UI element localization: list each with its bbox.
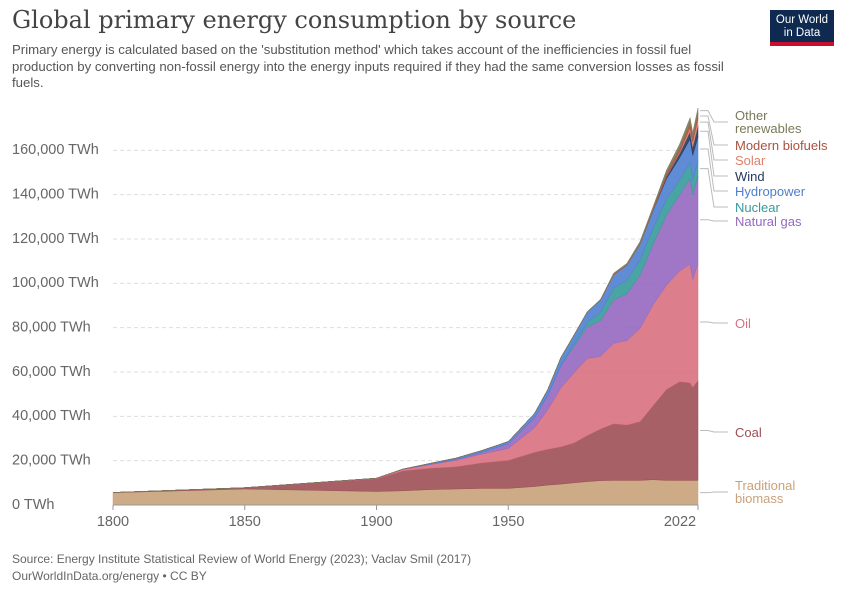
source: Source: Energy Institute Statistical Rev… (12, 552, 472, 566)
legend-label[interactable]: Coal (735, 424, 762, 440)
leader-line (700, 148, 728, 192)
leader-line (700, 219, 728, 222)
x-tick-label: 2022 (664, 514, 696, 530)
legend-label[interactable]: Modern biofuels (735, 137, 828, 153)
leader-line (700, 130, 728, 177)
y-tick-label: 140,000 TWh (12, 186, 99, 202)
legend-label[interactable]: Oil (735, 315, 751, 331)
license[interactable]: OurWorldInData.org/energy • CC BY (12, 569, 207, 583)
y-tick-label: 80,000 TWh (12, 319, 91, 335)
legend-label[interactable]: Traditional biomass (735, 478, 796, 506)
y-tick-label: 100,000 TWh (12, 275, 99, 291)
y-tick-label: 160,000 TWh (12, 142, 99, 158)
leader-line (700, 321, 728, 324)
x-tick-label: 1800 (97, 514, 129, 530)
y-tick-label: 120,000 TWh (12, 231, 99, 247)
logo[interactable]: Our World in Data (770, 10, 834, 46)
legend-label[interactable]: Solar (735, 152, 766, 168)
y-tick-label: 60,000 TWh (12, 364, 91, 380)
legend-label[interactable]: Other renewables (735, 108, 802, 136)
subtitle: Primary energy is calculated based on th… (12, 42, 724, 90)
legend-label[interactable]: Nuclear (735, 199, 780, 215)
leader-line (700, 121, 728, 161)
leader-line (700, 491, 728, 494)
leader-line (700, 110, 728, 123)
y-tick-label: 40,000 TWh (12, 408, 91, 424)
legend-label[interactable]: Natural gas (735, 213, 802, 229)
title: Global primary energy consumption by sou… (12, 6, 577, 34)
x-tick-label: 1850 (229, 514, 261, 530)
x-tick-label: 1900 (360, 514, 392, 530)
leader-line (700, 168, 728, 208)
y-tick-label: 20,000 TWh (12, 452, 91, 468)
leader-line (700, 429, 728, 433)
x-tick-label: 1950 (492, 514, 524, 530)
leader-line (700, 115, 728, 146)
legend-label[interactable]: Wind (735, 168, 765, 184)
legend-label[interactable]: Hydropower (735, 183, 806, 199)
area (112, 107, 699, 493)
y-tick-label: 0 TWh (12, 497, 54, 513)
